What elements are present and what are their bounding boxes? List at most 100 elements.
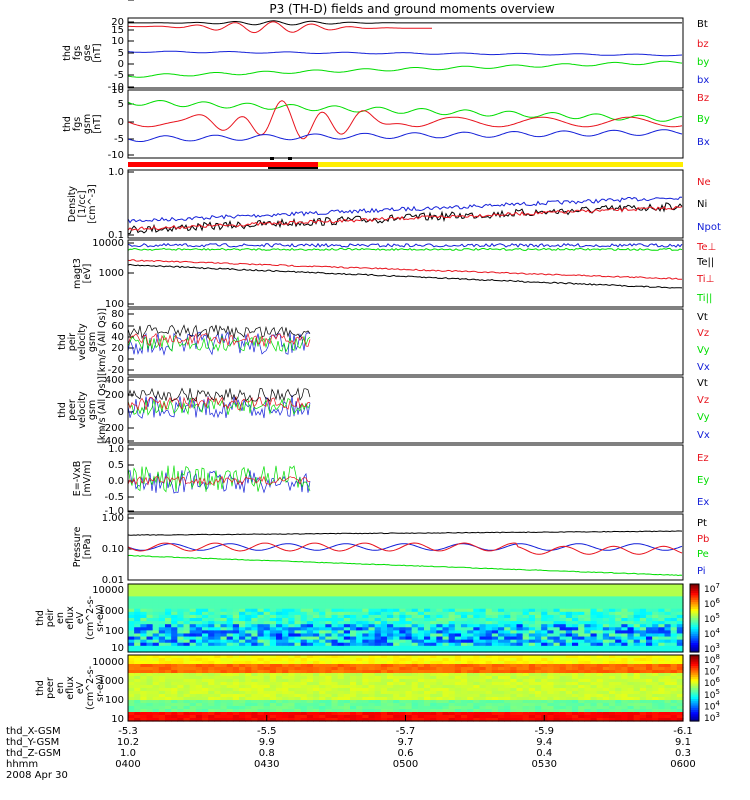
heatmap-cell — [578, 670, 585, 674]
heatmap-cell — [467, 712, 474, 716]
heatmap-cell — [417, 664, 425, 668]
heatmap-cell — [183, 664, 191, 668]
heatmap-cell — [405, 584, 413, 588]
heatmap-cell — [300, 682, 308, 686]
heatmap-cell — [411, 670, 419, 674]
heatmap-cell — [664, 685, 672, 689]
heatmap-cell — [288, 621, 296, 625]
heatmap-cell — [282, 602, 289, 607]
heatmap-cell — [158, 673, 166, 677]
heatmap-cell — [559, 703, 567, 707]
heatmap-cell — [368, 636, 376, 641]
heatmap-cell — [374, 618, 382, 622]
heatmap-cell — [158, 614, 166, 619]
heatmap-cell — [485, 587, 493, 591]
heatmap-cell — [177, 688, 185, 692]
heatmap-cell — [128, 645, 135, 650]
heatmap-cell — [430, 621, 437, 625]
heatmap-cell — [565, 703, 573, 707]
heatmap-cell — [442, 658, 450, 662]
trace-Vt — [128, 324, 311, 340]
heatmap-cell — [664, 648, 672, 653]
heatmap-cell — [239, 630, 246, 635]
heatmap-cell — [621, 691, 629, 695]
heatmap-cell — [510, 715, 518, 719]
heatmap-cell — [189, 658, 197, 662]
heatmap-cell — [633, 596, 641, 601]
heatmap-cell — [399, 599, 407, 604]
heatmap-cell — [331, 642, 339, 647]
heatmap-cell — [393, 718, 400, 722]
heatmap-cell — [356, 633, 363, 638]
heatmap-cell — [146, 685, 154, 689]
heatmap-cell — [294, 645, 302, 650]
heatmap-cell — [528, 611, 536, 616]
heatmap-cell — [331, 667, 339, 671]
ytick-label: -20 — [108, 365, 124, 376]
heatmap-cell — [294, 608, 302, 613]
heatmap-cell — [251, 642, 259, 647]
heatmap-cell — [528, 676, 536, 680]
heatmap-cell — [368, 633, 376, 638]
heatmap-cell — [442, 667, 450, 671]
heatmap-cell — [670, 605, 678, 610]
colorbar-cell — [690, 604, 699, 608]
heatmap-cell — [639, 703, 647, 707]
heatmap-cell — [664, 670, 672, 674]
heatmap-cell — [522, 599, 530, 604]
heatmap-cell — [269, 712, 277, 716]
heatmap-cell — [368, 709, 376, 713]
colorbar-cell — [690, 677, 699, 680]
heatmap-cell — [584, 633, 592, 638]
heatmap-cell — [294, 664, 302, 668]
heatmap-cell — [152, 694, 160, 698]
heatmap-cell — [609, 703, 616, 707]
heatmap-cell — [245, 633, 252, 638]
heatmap-cell — [257, 596, 265, 601]
heatmap-cell — [165, 697, 172, 701]
heatmap-cell — [627, 636, 635, 641]
heatmap-cell — [461, 639, 468, 644]
heatmap-cell — [300, 664, 308, 668]
heatmap-cell — [658, 645, 666, 650]
heatmap-cell — [442, 596, 450, 601]
ylabel-line: [eV] — [82, 264, 93, 284]
heatmap-cell — [300, 614, 308, 619]
heatmap-cell — [510, 645, 518, 650]
heatmap-cell — [609, 706, 616, 710]
heatmap-cell — [491, 718, 499, 722]
heatmap-cell — [202, 697, 209, 701]
heatmap-cell — [214, 700, 222, 704]
heatmap-cell — [276, 664, 283, 668]
heatmap-cell — [510, 633, 518, 638]
heatmap-cell — [448, 664, 456, 668]
heatmap-cell — [134, 706, 141, 710]
heatmap-cell — [609, 661, 616, 665]
heatmap-cell — [319, 602, 326, 607]
heatmap-cell — [263, 642, 271, 647]
trace-Vy — [128, 334, 311, 353]
heatmap-cell — [676, 703, 684, 707]
heatmap-cell — [350, 618, 357, 622]
heatmap-cell — [664, 614, 672, 619]
heatmap-cell — [171, 703, 178, 707]
heatmap-cell — [510, 655, 518, 659]
trace-Ez — [128, 475, 311, 486]
heatmap-cell — [239, 718, 246, 722]
heatmap-cell — [325, 706, 333, 710]
heatmap-cell — [152, 706, 160, 710]
heatmap-cell — [195, 624, 203, 628]
heatmap-cell — [140, 624, 148, 628]
heatmap-cell — [602, 636, 610, 641]
heatmap-cell — [282, 630, 289, 635]
heatmap-cell — [356, 661, 363, 665]
heatmap-cell — [134, 715, 141, 719]
heatmap-cell — [535, 633, 542, 638]
heatmap-cell — [269, 587, 277, 591]
heatmap-cell — [535, 584, 542, 588]
heatmap-cell — [325, 688, 333, 692]
heatmap-cell — [559, 685, 567, 689]
heatmap-cell — [319, 655, 326, 659]
heatmap-cell — [516, 676, 524, 680]
